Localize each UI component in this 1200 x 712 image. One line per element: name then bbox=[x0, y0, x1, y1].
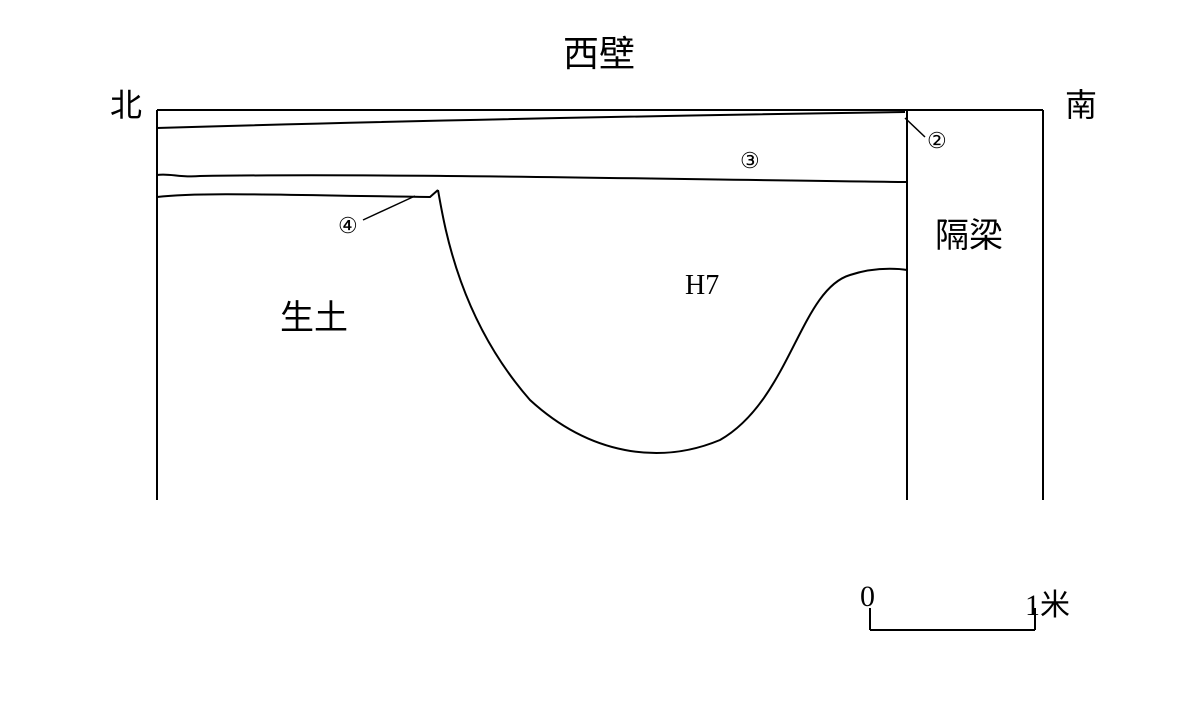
layer2-line bbox=[157, 112, 905, 128]
pit-h7-outline bbox=[438, 190, 907, 453]
strata-lines bbox=[157, 112, 907, 197]
shengtu-label: 生土 bbox=[280, 290, 348, 339]
layer4-line bbox=[157, 190, 438, 197]
marker3-label: ③ bbox=[740, 148, 760, 174]
marker4-label: ④ bbox=[338, 213, 358, 239]
south-label: 南 bbox=[1065, 80, 1097, 126]
marker-leaders bbox=[363, 118, 925, 220]
marker4-leader bbox=[363, 196, 415, 220]
layer3-bottom bbox=[157, 175, 907, 182]
north-label: 北 bbox=[110, 80, 142, 126]
scale-0-label: 0 bbox=[860, 580, 875, 614]
section-diagram bbox=[0, 0, 1200, 712]
title-label: 西壁 bbox=[563, 25, 635, 77]
geliang-label: 隔梁 bbox=[935, 208, 1003, 257]
h7-label: H7 bbox=[685, 270, 719, 302]
scale-1m-label: 1米 bbox=[1025, 580, 1070, 624]
marker2-label: ② bbox=[927, 128, 947, 154]
scale-bar bbox=[870, 608, 1035, 630]
